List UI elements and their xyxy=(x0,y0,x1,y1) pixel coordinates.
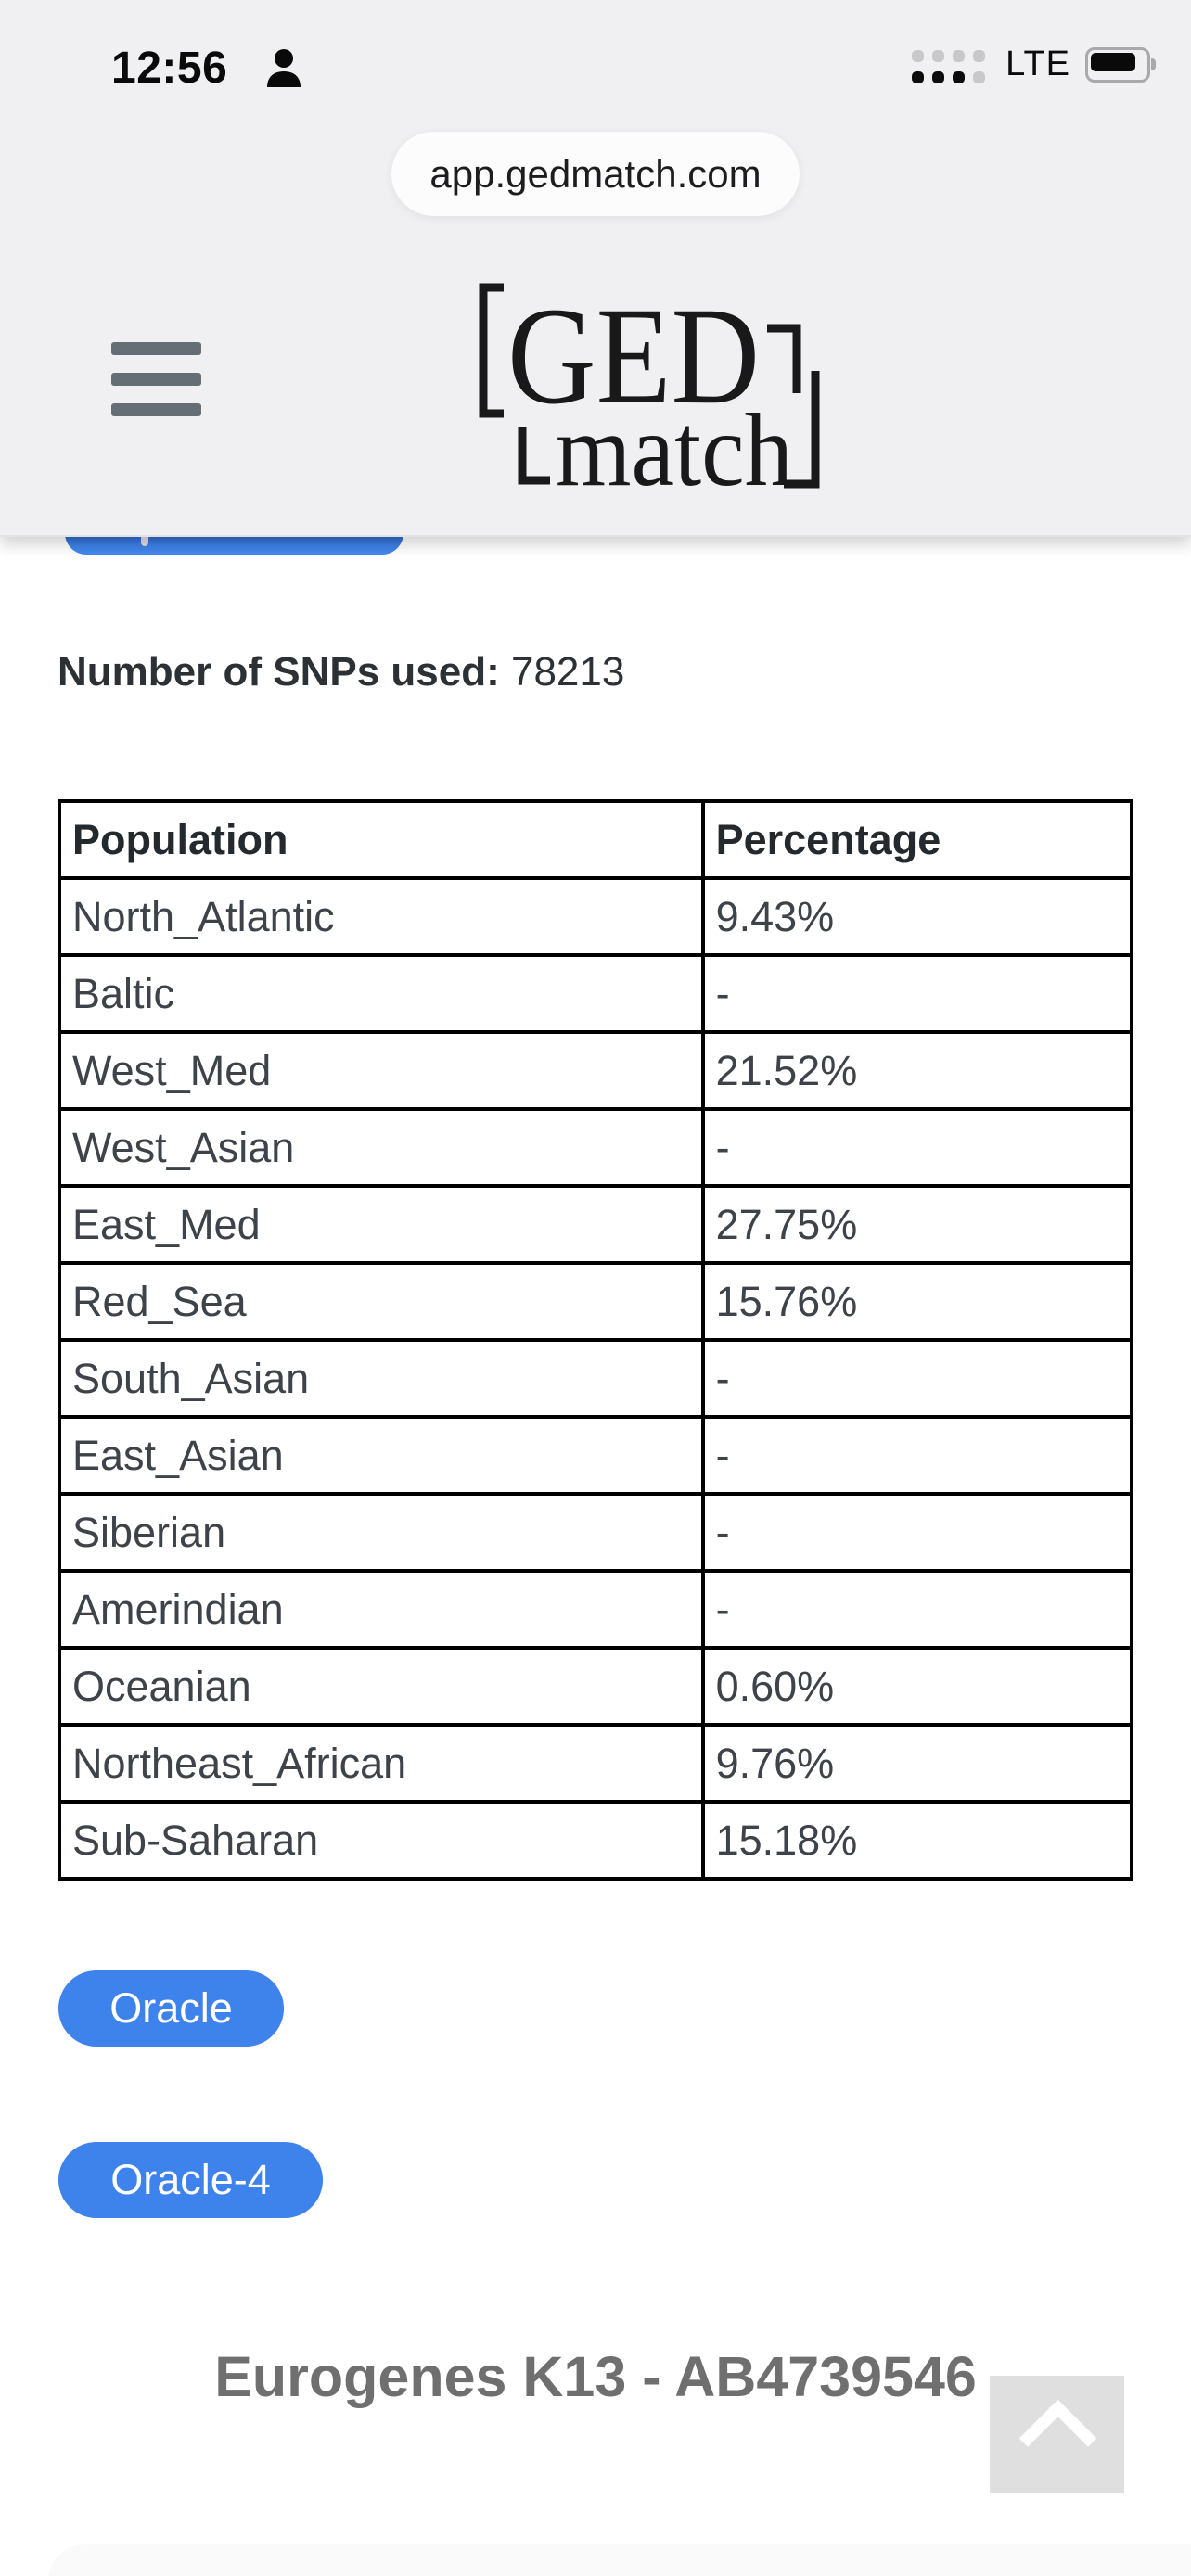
button-label-descender xyxy=(141,533,148,546)
population-cell: South_Asian xyxy=(58,1338,705,1419)
person-focus-icon xyxy=(267,49,301,87)
table-row: Red_Sea 15.76% xyxy=(58,1261,1134,1342)
status-right-cluster: LTE xyxy=(912,45,1156,84)
population-cell: Oceanian xyxy=(58,1646,705,1727)
scroll-to-top-button[interactable] xyxy=(990,2376,1124,2493)
table-row: Amerindian - xyxy=(58,1569,1134,1650)
table-row: Oceanian 0.60% xyxy=(58,1646,1134,1727)
population-cell: Siberian xyxy=(58,1492,705,1573)
percentage-cell: 9.43% xyxy=(700,876,1134,957)
table-row: Siberian - xyxy=(58,1492,1134,1573)
address-bar[interactable]: app.gedmatch.com xyxy=(391,132,800,216)
population-cell: West_Med xyxy=(58,1030,705,1111)
oracle-4-button-label: Oracle-4 xyxy=(110,2156,271,2203)
population-cell: North_Atlantic xyxy=(58,876,705,957)
battery-icon xyxy=(1085,46,1156,83)
percentage-cell: 21.52% xyxy=(700,1030,1134,1111)
population-cell: Sub-Saharan xyxy=(58,1800,705,1881)
logo-text-top: GED xyxy=(507,280,760,433)
population-cell: East_Med xyxy=(58,1184,705,1265)
percentage-cell: - xyxy=(700,1338,1134,1419)
percentage-cell: - xyxy=(700,953,1134,1034)
oracle-button-label: Oracle xyxy=(109,1984,233,2032)
percentage-cell: 27.75% xyxy=(700,1184,1134,1265)
snps-used-line: Number of SNPs used: 78213 xyxy=(58,649,624,695)
section-title: Eurogenes K13 - AB4739546 xyxy=(214,2345,977,2408)
admixture-table: Population Percentage North_Atlantic 9.43… xyxy=(58,799,1134,1881)
col-header-population: Population xyxy=(58,799,705,880)
next-card-edge xyxy=(48,2544,1191,2576)
population-cell: Baltic xyxy=(58,953,705,1034)
dual-sim-signal-icon xyxy=(912,49,986,83)
chevron-up-icon xyxy=(1018,2399,1097,2478)
logo-text-bottom: match xyxy=(556,393,793,495)
percentage-cell: 15.18% xyxy=(700,1800,1134,1881)
percentage-cell: 9.76% xyxy=(700,1723,1134,1804)
table-header-row: Population Percentage xyxy=(58,799,1134,880)
gedmatch-logo[interactable]: GED match xyxy=(474,280,838,495)
snps-value: 78213 xyxy=(510,649,625,695)
percentage-cell: - xyxy=(700,1415,1134,1496)
table-row: Northeast_African 9.76% xyxy=(58,1723,1134,1804)
percentage-cell: - xyxy=(700,1107,1134,1188)
col-header-percentage: Percentage xyxy=(700,799,1134,880)
snps-label: Number of SNPs used: xyxy=(58,649,500,695)
status-time: 12:56 xyxy=(111,44,228,93)
percentage-cell: 15.76% xyxy=(700,1261,1134,1342)
table-row: East_Med 27.75% xyxy=(58,1184,1134,1265)
population-cell: West_Asian xyxy=(58,1107,705,1188)
hamburger-menu-icon[interactable] xyxy=(111,342,201,416)
population-cell: Amerindian xyxy=(58,1569,705,1650)
oracle-button[interactable]: Oracle xyxy=(58,1970,284,2047)
table-row: West_Med 21.52% xyxy=(58,1030,1134,1111)
carrier-label: LTE xyxy=(1005,45,1070,83)
percentage-cell: 0.60% xyxy=(700,1646,1134,1727)
table-row: Sub-Saharan 15.18% xyxy=(58,1800,1134,1881)
population-cell: Red_Sea xyxy=(58,1261,705,1342)
table-row: South_Asian - xyxy=(58,1338,1134,1419)
url-text: app.gedmatch.com xyxy=(429,151,762,196)
oracle-4-button[interactable]: Oracle-4 xyxy=(58,2142,323,2218)
percentage-cell: - xyxy=(700,1492,1134,1573)
population-cell: Northeast_African xyxy=(58,1723,705,1804)
percentage-cell: - xyxy=(700,1569,1134,1650)
table-row: West_Asian - xyxy=(58,1107,1134,1188)
sticky-header: 12:56 LTE app.gedmatch.com xyxy=(0,0,1191,537)
partially-hidden-button[interactable] xyxy=(65,533,403,555)
population-cell: East_Asian xyxy=(58,1415,705,1496)
table-row: East_Asian - xyxy=(58,1415,1134,1496)
table-row: North_Atlantic 9.43% xyxy=(58,876,1134,957)
table-row: Baltic - xyxy=(58,953,1134,1034)
